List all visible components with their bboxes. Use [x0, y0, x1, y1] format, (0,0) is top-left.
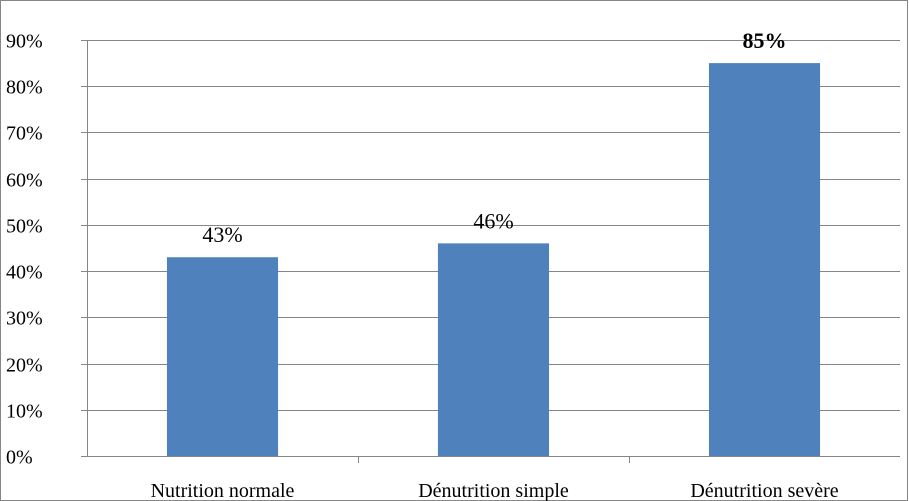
y-tick-label-60: 60%: [6, 170, 43, 192]
data-labels: 43% 46% 85%: [202, 28, 786, 247]
y-tick-label-70: 70%: [6, 123, 43, 145]
y-tick-label-80: 80%: [6, 77, 43, 99]
axes: [81, 40, 900, 463]
bar-3: [708, 63, 821, 456]
y-tick-label-0: 0%: [6, 447, 33, 469]
y-tick-labels: 0% 10% 20% 30% 40% 50% 60% 70% 80% 90%: [6, 31, 43, 469]
x-tick-label-1: Nutrition normale: [151, 480, 295, 501]
x-tick-label-2: Dénutrition simple: [418, 480, 569, 501]
y-tick-label-30: 30%: [6, 308, 43, 330]
bars: [166, 63, 821, 456]
y-tick-label-20: 20%: [6, 355, 43, 377]
y-tick-label-90: 90%: [6, 31, 43, 53]
data-label-1: 43%: [202, 222, 242, 247]
data-label-2: 46%: [473, 208, 513, 233]
bar-1: [166, 257, 279, 456]
y-tick-label-10: 10%: [6, 401, 43, 423]
data-label-3: 85%: [743, 28, 787, 53]
y-tick-label-50: 50%: [6, 216, 43, 238]
y-tick-label-40: 40%: [6, 262, 43, 284]
x-tick-labels: Nutrition normale Dénutrition simple Dénut…: [151, 480, 839, 501]
bar-2: [437, 243, 550, 456]
x-tick-label-3: Dénutrition sevère: [690, 480, 838, 501]
